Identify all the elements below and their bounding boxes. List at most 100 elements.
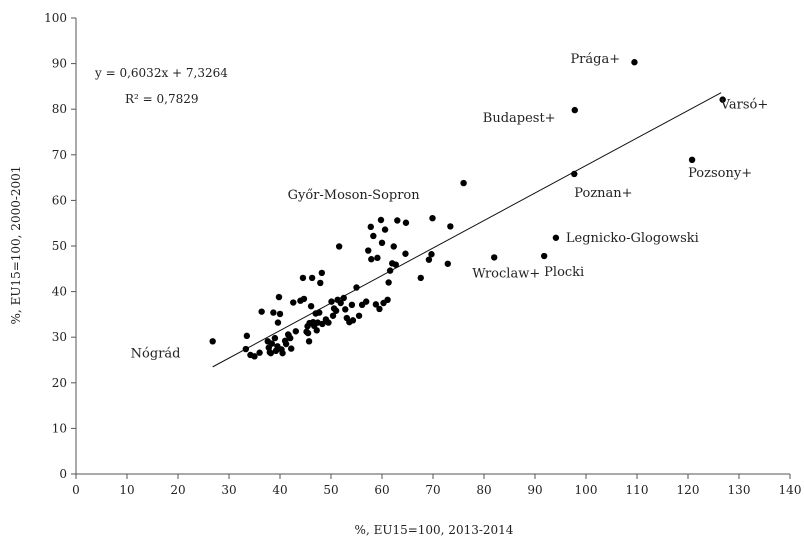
data-point: [292, 328, 300, 335]
data-point: [258, 308, 265, 315]
data-point: [270, 309, 277, 316]
x-tick-label: 30: [221, 483, 236, 497]
x-tick-label: 80: [476, 483, 491, 497]
data-point: [402, 219, 410, 226]
y-tick-label: 50: [52, 239, 67, 253]
x-tick-label: 70: [425, 483, 440, 497]
data-point: [308, 274, 316, 282]
data-point: [353, 284, 360, 291]
data-point: [349, 317, 357, 324]
data-point: [392, 261, 399, 268]
data-point: [268, 340, 276, 347]
y-tick-label: 20: [52, 376, 67, 390]
x-tick-label: 120: [677, 483, 700, 497]
data-point: [429, 214, 436, 222]
data-point: [318, 269, 326, 277]
data-points: [209, 59, 726, 360]
data-point: [340, 294, 347, 302]
data-point: [332, 307, 340, 314]
data-point: [316, 309, 323, 316]
data-point: [304, 329, 312, 337]
point-label: Plocki: [544, 265, 584, 280]
data-point: [299, 274, 307, 282]
data-point: [300, 295, 308, 303]
x-axis-title: %, EU15=100, 2013-2014: [355, 523, 514, 537]
y-tick-label: 40: [52, 285, 67, 299]
data-point: [491, 254, 498, 261]
data-point: [381, 226, 389, 233]
data-point: [372, 301, 380, 308]
trendline: [212, 92, 722, 368]
x-tick-label: 140: [779, 483, 802, 497]
data-point: [688, 156, 696, 164]
data-point: [305, 338, 313, 345]
point-label: Legnicko-Glogowski: [566, 231, 699, 246]
data-point: [390, 243, 397, 250]
data-point: [540, 252, 548, 260]
data-point: [355, 312, 363, 319]
data-point: [275, 293, 283, 301]
data-point: [319, 320, 326, 328]
trendline-equation: y = 0,6032x + 7,3264: [94, 66, 228, 80]
data-point: [313, 327, 320, 334]
data-point: [335, 243, 343, 250]
data-point: [571, 106, 578, 114]
data-point: [386, 267, 394, 274]
data-point: [242, 345, 250, 353]
data-point: [274, 319, 282, 326]
data-point: [374, 254, 381, 262]
data-point: [368, 256, 375, 263]
trendline-r2: R² = 0,7829: [125, 92, 199, 106]
y-tick-label: 0: [59, 467, 67, 481]
data-point: [377, 216, 385, 224]
data-point: [271, 334, 279, 342]
data-point: [571, 170, 578, 178]
data-point: [276, 310, 284, 318]
data-point: [365, 247, 372, 254]
data-point: [267, 349, 275, 357]
x-tick-label: 110: [626, 483, 649, 497]
point-annotations: Prága+ Varsó+ Budapest+ Pozsony+ Poznan+ Győr…: [131, 52, 769, 361]
data-point: [417, 274, 424, 282]
data-point: [428, 251, 435, 258]
data-point: [378, 239, 386, 247]
data-point: [394, 217, 401, 224]
y-tick-label: 100: [44, 11, 67, 25]
point-label: Nógrád: [131, 346, 181, 361]
point-label: Pozsony+: [688, 166, 752, 181]
data-point: [287, 334, 294, 342]
y-tick-label: 70: [52, 148, 67, 162]
data-point: [251, 353, 258, 360]
axes: 0 10 20 30 40 50 60 70 80 90 100 0 10 20 30 40 50 60 70 80 9…: [44, 11, 801, 497]
data-point: [282, 340, 290, 348]
data-point: [342, 306, 349, 313]
data-point: [385, 279, 392, 286]
x-tick-label: 90: [527, 483, 542, 497]
data-point: [337, 299, 344, 307]
data-point: [460, 179, 467, 187]
x-tick-label: 20: [170, 483, 185, 497]
x-tick-label: 100: [575, 483, 598, 497]
data-point: [209, 338, 216, 345]
data-point: [288, 345, 295, 352]
x-tick-label: 10: [119, 483, 134, 497]
x-tick-label: 0: [72, 483, 80, 497]
x-tick-label: 60: [374, 483, 389, 497]
data-point: [279, 349, 286, 357]
y-tick-label: 80: [52, 102, 67, 116]
data-point: [362, 298, 370, 305]
point-label: Poznan+: [574, 186, 632, 201]
y-tick-label: 90: [52, 57, 67, 71]
data-point: [307, 302, 315, 310]
y-tick-label: 60: [52, 193, 67, 207]
x-tick-label: 50: [323, 483, 338, 497]
data-point: [256, 349, 263, 356]
data-point: [325, 319, 332, 326]
point-label: Győr-Moson-Sopron: [288, 188, 421, 203]
y-axis-title: %, EU15=100, 2000-2001: [9, 166, 23, 325]
y-tick-label: 30: [52, 330, 67, 344]
data-point: [243, 332, 251, 340]
point-label: Varsó+: [720, 98, 769, 113]
data-point: [447, 223, 454, 230]
